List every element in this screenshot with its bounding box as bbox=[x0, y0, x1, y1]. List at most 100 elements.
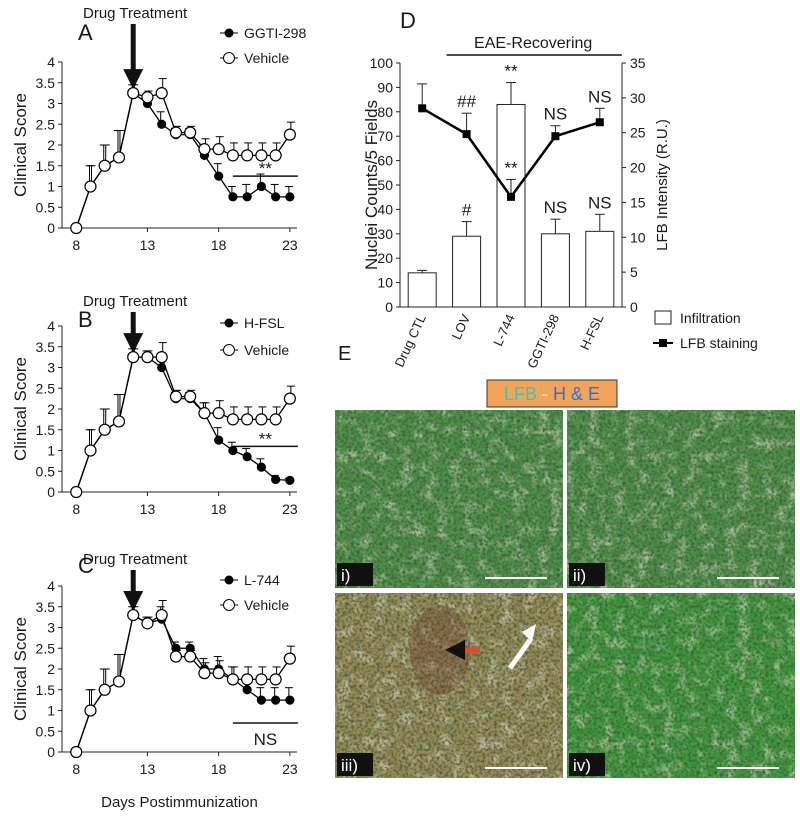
significance-label: NS bbox=[254, 730, 278, 749]
data-point bbox=[507, 192, 515, 201]
x-tick-label: 13 bbox=[140, 237, 156, 253]
y-tick-label: 3 bbox=[47, 96, 55, 112]
data-point bbox=[226, 149, 240, 162]
panel-letter: B bbox=[78, 307, 93, 332]
stain-name: - bbox=[542, 384, 548, 404]
data-point bbox=[127, 351, 140, 364]
stain-name: H & E bbox=[553, 384, 600, 404]
data-point bbox=[70, 745, 83, 759]
x-tick-label: 18 bbox=[211, 501, 227, 517]
significance-label: ** bbox=[259, 159, 273, 178]
y-tick-label: 70 bbox=[377, 128, 393, 144]
stain-header bbox=[486, 379, 618, 408]
x-tick-label: 8 bbox=[72, 501, 80, 517]
y-tick-label: 80 bbox=[377, 104, 393, 120]
data-point bbox=[127, 87, 140, 100]
data-point bbox=[269, 149, 282, 162]
treatment-label: Drug Treatment bbox=[83, 551, 188, 568]
stain-header-text: LFB - H & E bbox=[504, 384, 600, 404]
legend-marker bbox=[223, 344, 235, 356]
micrograph-texture bbox=[567, 410, 795, 588]
data-point bbox=[127, 608, 140, 622]
data-point bbox=[462, 130, 471, 139]
y-tick-label: 3 bbox=[47, 620, 55, 636]
data-point bbox=[226, 673, 240, 686]
x-tick-label: LOV bbox=[449, 312, 474, 342]
line-annotation: ** bbox=[504, 158, 518, 177]
series-line bbox=[75, 614, 291, 753]
data-point bbox=[70, 485, 83, 499]
data-point bbox=[255, 413, 268, 426]
data-point bbox=[212, 667, 225, 680]
y-tick-label: 3.5 bbox=[36, 339, 56, 355]
data-point bbox=[84, 180, 97, 193]
bar-annotation: NS bbox=[588, 193, 612, 212]
white-arrow bbox=[507, 638, 533, 670]
data-point bbox=[184, 650, 197, 663]
micrograph-texture bbox=[335, 593, 563, 778]
data-point bbox=[269, 673, 282, 686]
y-tick-label: 2.5 bbox=[36, 116, 56, 132]
y2-axis-label: LFB Intensity (R.U.) bbox=[654, 119, 671, 251]
x-tick-label: 13 bbox=[140, 501, 156, 517]
y-tick-label: 2 bbox=[47, 137, 55, 153]
image-label: iii) bbox=[341, 756, 358, 775]
data-point bbox=[112, 415, 126, 428]
y-tick-label: 10 bbox=[377, 275, 393, 291]
white-arrow-head bbox=[522, 624, 536, 642]
micrograph-texture bbox=[567, 593, 795, 778]
panel-letter: C bbox=[78, 553, 94, 578]
y-tick-label: 1.5 bbox=[36, 158, 56, 174]
y-axis-label: Nuclei Counts/5 Fields bbox=[362, 100, 381, 270]
data-point bbox=[285, 475, 295, 485]
data-point bbox=[214, 435, 224, 445]
image-label: iv) bbox=[573, 756, 591, 775]
data-point bbox=[418, 104, 427, 113]
y-tick-label: 1 bbox=[47, 443, 55, 459]
y-axis-label: Clinical Score bbox=[11, 357, 30, 461]
bar bbox=[585, 230, 615, 308]
y-tick-label: 3 bbox=[47, 360, 55, 376]
y-tick-label: 0 bbox=[47, 744, 55, 760]
data-point bbox=[595, 118, 604, 127]
legend-label: Vehicle bbox=[244, 50, 289, 66]
y2-tick-label: 35 bbox=[630, 55, 646, 71]
data-point bbox=[241, 673, 254, 686]
y-tick-label: 30 bbox=[377, 226, 393, 242]
legend-label: Vehicle bbox=[244, 597, 289, 613]
image-label-bg bbox=[569, 563, 605, 586]
y-tick-label: 0.5 bbox=[36, 463, 56, 479]
panel-letter: E bbox=[338, 343, 351, 365]
y-tick-label: 1 bbox=[47, 179, 55, 195]
data-point bbox=[256, 181, 266, 192]
data-point bbox=[169, 126, 183, 139]
x-tick-label: 23 bbox=[282, 761, 298, 777]
y-tick-label: 1.5 bbox=[36, 682, 56, 698]
x-tick-label: 18 bbox=[211, 237, 227, 253]
significance-label: ** bbox=[259, 429, 273, 448]
series-line bbox=[75, 356, 291, 493]
data-point bbox=[285, 192, 295, 202]
data-point bbox=[98, 159, 111, 172]
y-tick-label: 4 bbox=[47, 54, 55, 70]
legend-marker bbox=[223, 52, 235, 64]
stain-name: LFB bbox=[504, 384, 537, 404]
treatment-label: Drug Treatment bbox=[83, 293, 188, 310]
image-label: ii) bbox=[573, 566, 586, 585]
data-point bbox=[283, 392, 296, 405]
legend-marker bbox=[224, 575, 234, 585]
data-point bbox=[212, 407, 225, 420]
data-point bbox=[271, 695, 281, 705]
x-axis-label: Days Postimmunization bbox=[101, 794, 258, 811]
y-tick-label: 2 bbox=[47, 661, 55, 677]
data-point bbox=[155, 87, 168, 100]
image-label-bg bbox=[337, 563, 373, 586]
data-point bbox=[112, 151, 126, 164]
y-tick-label: 2.5 bbox=[36, 640, 56, 656]
data-point bbox=[112, 675, 126, 688]
bar-annotation: NS bbox=[544, 198, 568, 217]
legend-label: H-FSL bbox=[244, 315, 285, 331]
y2-tick-label: 15 bbox=[630, 194, 646, 210]
